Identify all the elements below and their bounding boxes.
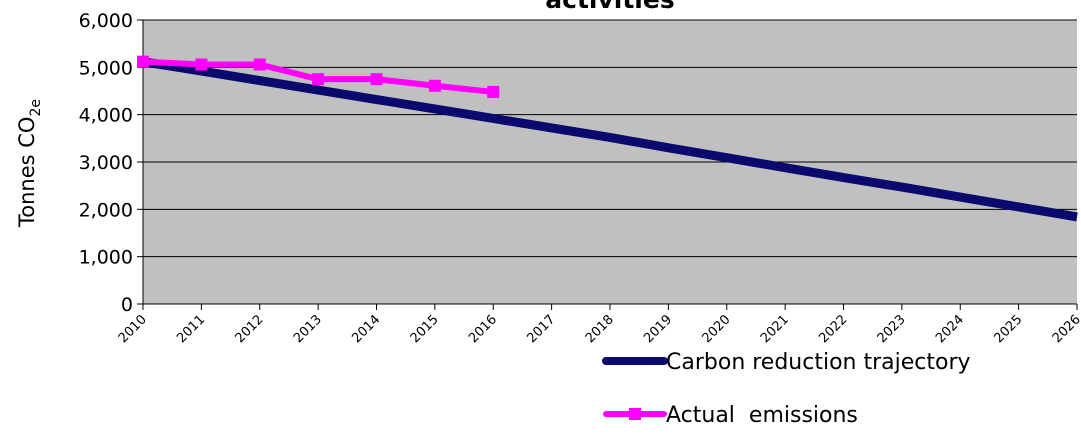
y-tick-label: 2,000: [79, 199, 133, 221]
series-point: [137, 55, 149, 68]
y-axis-label-subscript: 2e: [28, 99, 44, 117]
x-tick-label: 2015: [408, 312, 442, 346]
x-axis: 2010 2011 2012 2013 2014 2015 2016 2017 2018 2019…: [116, 303, 1081, 346]
series-point: [312, 73, 325, 86]
x-tick-label: 2013: [291, 312, 325, 346]
x-tick-label: 2011: [174, 312, 208, 346]
y-tick-label: 6,000: [79, 10, 133, 32]
series-line-1: [142, 57, 1078, 222]
gridlines: [143, 19, 1077, 258]
y-tick-label: 4,000: [79, 105, 133, 127]
x-tick-label: 2020: [700, 312, 734, 346]
series-point: [487, 85, 500, 98]
series-point: [253, 58, 266, 71]
legend-label: Actual emissions: [666, 403, 858, 428]
x-tick-label: 2014: [349, 312, 383, 346]
legend-label: Carbon reduction trajectory: [666, 350, 971, 375]
y-axis: 0 1,000 2,000 3,000 4,000 5,000 6,000: [79, 10, 144, 316]
legend: Carbon reduction trajectory Actual emissi…: [602, 350, 971, 428]
x-tick-label: 2019: [641, 312, 675, 346]
x-tick-label: 2024: [933, 312, 967, 346]
y-axis-label-main: Tonnes CO: [15, 117, 39, 228]
x-tick-label: 2012: [233, 312, 267, 346]
x-tick-label: 2010: [116, 312, 150, 346]
x-tick-label: 2016: [466, 312, 500, 346]
x-tick-label: 2022: [816, 312, 850, 346]
chart-title: activities: [545, 0, 674, 14]
x-tick-label: 2018: [583, 312, 617, 346]
x-tick-label: 2021: [758, 312, 792, 346]
series-point: [370, 73, 383, 86]
series-point: [428, 79, 441, 92]
y-tick-label: 1,000: [79, 247, 133, 269]
y-tick-label: 3,000: [79, 152, 133, 174]
x-tick-label: 2026: [1050, 312, 1081, 346]
y-axis-label: Tonnes CO2e: [15, 99, 44, 228]
y-tick-label: 0: [121, 294, 133, 316]
x-tick-label: 2017: [524, 312, 558, 346]
y-tick-label: 5,000: [79, 57, 133, 79]
series-point: [195, 58, 208, 71]
x-tick-label: 2025: [991, 312, 1025, 346]
series-layer: [137, 55, 1078, 222]
legend-swatch-marker: [629, 408, 641, 420]
x-tick-label: 2023: [875, 312, 909, 346]
